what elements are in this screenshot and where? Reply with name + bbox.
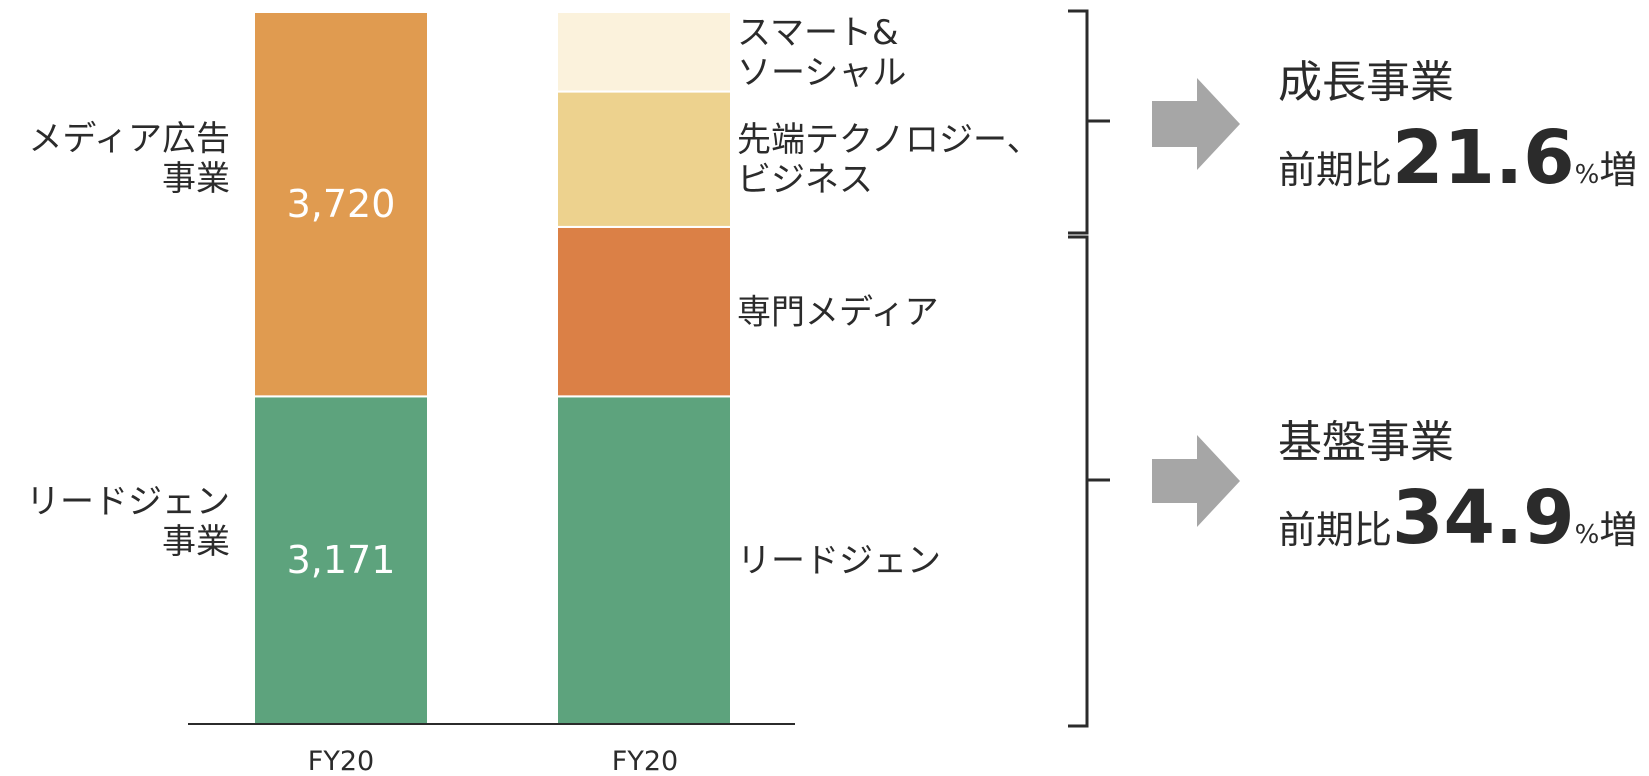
growth-rate-base: 前期比34.9%増 — [1278, 475, 1637, 561]
growth-rate-growth: 前期比21.6%増 — [1278, 115, 1637, 201]
bar-segment — [253, 395, 429, 725]
segment-label: 専門メディア — [737, 293, 939, 333]
bar-segment — [556, 11, 732, 93]
data-label: 3,171 — [287, 538, 396, 582]
x-tick-label: FY20 — [612, 746, 678, 776]
group-title-base: 基盤事業 — [1278, 417, 1454, 468]
segment-label: 先端テクノロジー、ビジネス — [737, 120, 1041, 200]
data-label: 3,720 — [287, 182, 396, 226]
group-title-growth: 成長事業 — [1278, 57, 1454, 108]
bracket — [1068, 9, 1110, 728]
bar-segment — [556, 225, 732, 398]
arrow-icon — [1152, 435, 1240, 527]
segment-label: リードジェン — [737, 541, 941, 581]
bar-segment — [556, 90, 732, 228]
bars-layer — [253, 11, 732, 725]
segment-label: リードジェン事業 — [26, 482, 230, 562]
bar-segment — [556, 395, 732, 725]
arrow-icon — [1152, 78, 1240, 170]
bar-segment — [253, 11, 429, 398]
segment-label: スマート&ソーシャル — [737, 13, 906, 93]
segment-label: メディア広告事業 — [28, 119, 230, 199]
x-tick-label: FY20 — [308, 746, 374, 776]
